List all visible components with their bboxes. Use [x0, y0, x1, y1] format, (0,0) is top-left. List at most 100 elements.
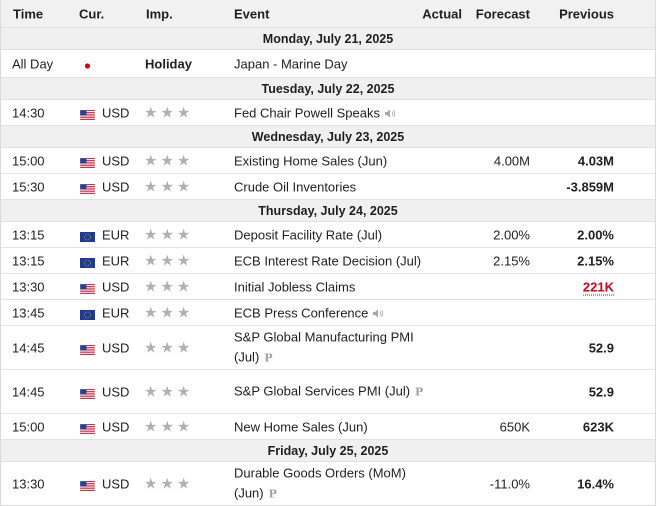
- event-name[interactable]: Deposit Facility Rate (Jul): [234, 227, 382, 242]
- importance-stars: ★ ★ ★: [144, 384, 190, 399]
- event-currency: USD: [102, 476, 130, 491]
- event-previous-value: 52.9: [588, 384, 614, 399]
- event-row[interactable]: 13:30 USD ★ ★ ★ Initial Jobless Claims 221K: [1, 273, 655, 299]
- importance-holiday-label: Holiday: [145, 56, 192, 71]
- importance-star-icon: ★: [160, 226, 174, 243]
- importance-star-icon: ★: [144, 304, 158, 321]
- event-row[interactable]: 13:15 EUR ★ ★ ★ ECB Interest Rate Decision (J…: [1, 247, 655, 273]
- importance-star-icon: ★: [176, 178, 191, 195]
- event-row[interactable]: 14:45 USD ★ ★ ★ S&P Global Services PMI (Jul)…: [1, 369, 655, 413]
- event-previous: -3.859M: [566, 179, 614, 194]
- event-name[interactable]: Fed Chair Powell Speaks: [234, 105, 396, 120]
- event-name[interactable]: Japan - Marine Day: [234, 56, 347, 71]
- us-flag-icon: [79, 479, 96, 491]
- event-row[interactable]: 13:30 USD ★ ★ ★ Durable Goods Orders (MoM) (J…: [1, 461, 655, 505]
- event-row[interactable]: 15:00 USD ★ ★ ★ Existing Home Sales (Jun) 4.00…: [1, 147, 655, 173]
- event-currency: USD: [102, 105, 130, 120]
- event-currency: EUR: [102, 253, 130, 268]
- importance-star-icon: ★: [176, 226, 191, 243]
- us-flag-icon: [79, 182, 96, 194]
- event-row[interactable]: 15:00 USD ★ ★ ★ New Home Sales (Jun) 650K 623K: [1, 413, 655, 439]
- event-name-text[interactable]: Deposit Facility Rate (Jul): [234, 227, 383, 242]
- date-label: Thursday, July 24, 2025: [258, 203, 398, 218]
- importance-star-icon: ★: [160, 418, 174, 435]
- event-name-text[interactable]: S&P Global Services PMI (Jul): [234, 383, 411, 398]
- event-name-text[interactable]: S&P Global Manufacturing PMI (Jul): [234, 329, 414, 364]
- date-header-row: Thursday, July 24, 2025: [1, 199, 655, 221]
- importance-star-icon: ★: [144, 278, 158, 295]
- event-name[interactable]: Crude Oil Inventories: [234, 179, 356, 194]
- importance-star-icon: ★: [144, 475, 158, 492]
- event-name-text[interactable]: New Home Sales (Jun): [234, 419, 368, 434]
- event-currency: EUR: [102, 227, 130, 242]
- header-time[interactable]: Time: [13, 6, 44, 21]
- event-row[interactable]: All Day Holiday Japan - Marine Day: [1, 49, 655, 77]
- importance-star-icon: ★: [144, 418, 158, 435]
- preliminary-icon: P: [264, 351, 273, 364]
- event-name[interactable]: Durable Goods Orders (MoM) (Jun) P: [234, 463, 424, 504]
- event-name-text[interactable]: Fed Chair Powell Speaks: [234, 105, 380, 120]
- event-forecast: 4.00M: [493, 153, 530, 168]
- event-previous: 2.00%: [577, 227, 614, 242]
- event-time: 13:15: [12, 227, 45, 242]
- event-previous: 221K: [582, 279, 614, 295]
- event-name[interactable]: Initial Jobless Claims: [234, 279, 355, 294]
- event-time: 15:00: [12, 153, 45, 168]
- event-name[interactable]: S&P Global Manufacturing PMI (Jul) P: [234, 327, 424, 368]
- event-previous: 52.9: [589, 340, 614, 355]
- event-name-text[interactable]: Japan - Marine Day: [234, 56, 348, 71]
- event-name[interactable]: Existing Home Sales (Jun): [234, 153, 387, 168]
- header-previous[interactable]: Previous: [559, 6, 614, 21]
- importance-star-icon: ★: [144, 178, 158, 195]
- importance-star-icon: ★: [160, 278, 174, 295]
- header-currency[interactable]: Cur.: [79, 6, 105, 21]
- event-previous-value: 623K: [582, 419, 614, 434]
- event-time: 14:30: [12, 105, 45, 120]
- importance-stars: ★ ★ ★: [144, 153, 190, 168]
- event-row[interactable]: 13:45 EUR ★ ★ ★ ECB Press Conference: [1, 299, 655, 325]
- preliminary-icon: P: [268, 487, 277, 500]
- event-forecast: 2.15%: [493, 253, 530, 268]
- header-importance[interactable]: Imp.: [146, 6, 173, 21]
- header-event[interactable]: Event: [234, 6, 270, 21]
- importance-star-icon: ★: [160, 152, 174, 169]
- us-flag-icon: [79, 108, 96, 120]
- event-name-text[interactable]: ECB Press Conference: [234, 305, 369, 320]
- event-time: 14:45: [12, 340, 45, 355]
- preliminary-icon: P: [415, 385, 424, 398]
- event-name[interactable]: S&P Global Services PMI (Jul) P: [234, 381, 424, 402]
- importance-star-icon: ★: [176, 339, 191, 356]
- header-actual[interactable]: Actual: [422, 6, 462, 21]
- event-row[interactable]: 13:15 EUR ★ ★ ★ Deposit Facility Rate (Jul) 2.…: [1, 221, 655, 247]
- event-row[interactable]: 15:30 USD ★ ★ ★ Crude Oil Inventories -3.859M: [1, 173, 655, 199]
- event-name-text[interactable]: Initial Jobless Claims: [234, 279, 356, 294]
- event-time: 15:30: [12, 179, 45, 194]
- event-previous-value: 2.00%: [577, 227, 614, 242]
- date-header-row: Wednesday, July 23, 2025: [1, 125, 655, 147]
- event-name[interactable]: New Home Sales (Jun): [234, 419, 368, 434]
- header-forecast[interactable]: Forecast: [475, 6, 530, 21]
- speaker-icon: [384, 109, 396, 117]
- event-time: 14:45: [12, 384, 45, 399]
- event-previous: 4.03M: [578, 153, 614, 168]
- us-flag-icon: [79, 387, 96, 399]
- date-label: Wednesday, July 23, 2025: [251, 129, 405, 144]
- importance-stars: ★ ★ ★: [144, 476, 190, 491]
- event-row[interactable]: 14:30 USD ★ ★ ★ Fed Chair Powell Speaks: [1, 99, 655, 125]
- event-name[interactable]: ECB Interest Rate Decision (Jul): [234, 253, 421, 268]
- event-name-text[interactable]: Crude Oil Inventories: [234, 179, 357, 194]
- date-header-row: Monday, July 21, 2025: [1, 27, 655, 49]
- event-name-text[interactable]: ECB Interest Rate Decision (Jul): [234, 253, 422, 268]
- event-name[interactable]: ECB Press Conference: [234, 305, 384, 320]
- event-name-text[interactable]: Durable Goods Orders (MoM) (Jun): [234, 465, 406, 500]
- importance-star-icon: ★: [176, 383, 191, 400]
- importance-star-icon: ★: [176, 104, 191, 121]
- event-currency: USD: [102, 179, 130, 194]
- event-row[interactable]: 14:45 USD ★ ★ ★ S&P Global Manufacturing PMI …: [1, 325, 655, 369]
- event-currency: USD: [102, 384, 130, 399]
- importance-star-icon: ★: [176, 278, 191, 295]
- speaker-icon: [373, 309, 384, 317]
- importance-star-icon: ★: [176, 152, 191, 169]
- event-name-text[interactable]: Existing Home Sales (Jun): [234, 153, 388, 168]
- importance-stars: ★ ★ ★: [144, 279, 190, 294]
